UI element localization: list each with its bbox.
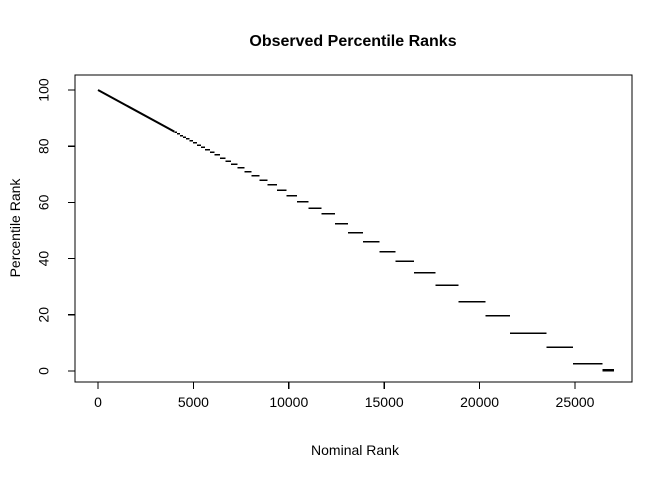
x-tick-label: 15000 xyxy=(365,394,404,410)
y-axis-label: Percentile Rank xyxy=(7,178,23,278)
y-tick-label: 80 xyxy=(36,138,52,154)
x-axis-label: Nominal Rank xyxy=(311,442,400,458)
x-tick-label: 5000 xyxy=(178,394,209,410)
x-tick-label: 10000 xyxy=(269,394,308,410)
x-tick-label: 20000 xyxy=(460,394,499,410)
chart-title: Observed Percentile Ranks xyxy=(249,33,456,50)
y-tick-label: 0 xyxy=(36,367,52,375)
y-tick-label: 60 xyxy=(36,194,52,210)
y-tick-label: 100 xyxy=(36,78,52,102)
y-tick-label: 20 xyxy=(36,307,52,323)
x-tick-label: 0 xyxy=(94,394,102,410)
y-tick-label: 40 xyxy=(36,251,52,267)
x-axis: 0 5000 10000 15000 20000 25000 xyxy=(94,382,595,410)
y-axis: 0 20 40 60 80 100 xyxy=(36,78,75,375)
data-series-steps xyxy=(97,89,615,372)
series-head-line xyxy=(97,89,175,133)
plot-box xyxy=(74,74,633,383)
x-tick-label: 25000 xyxy=(556,394,595,410)
